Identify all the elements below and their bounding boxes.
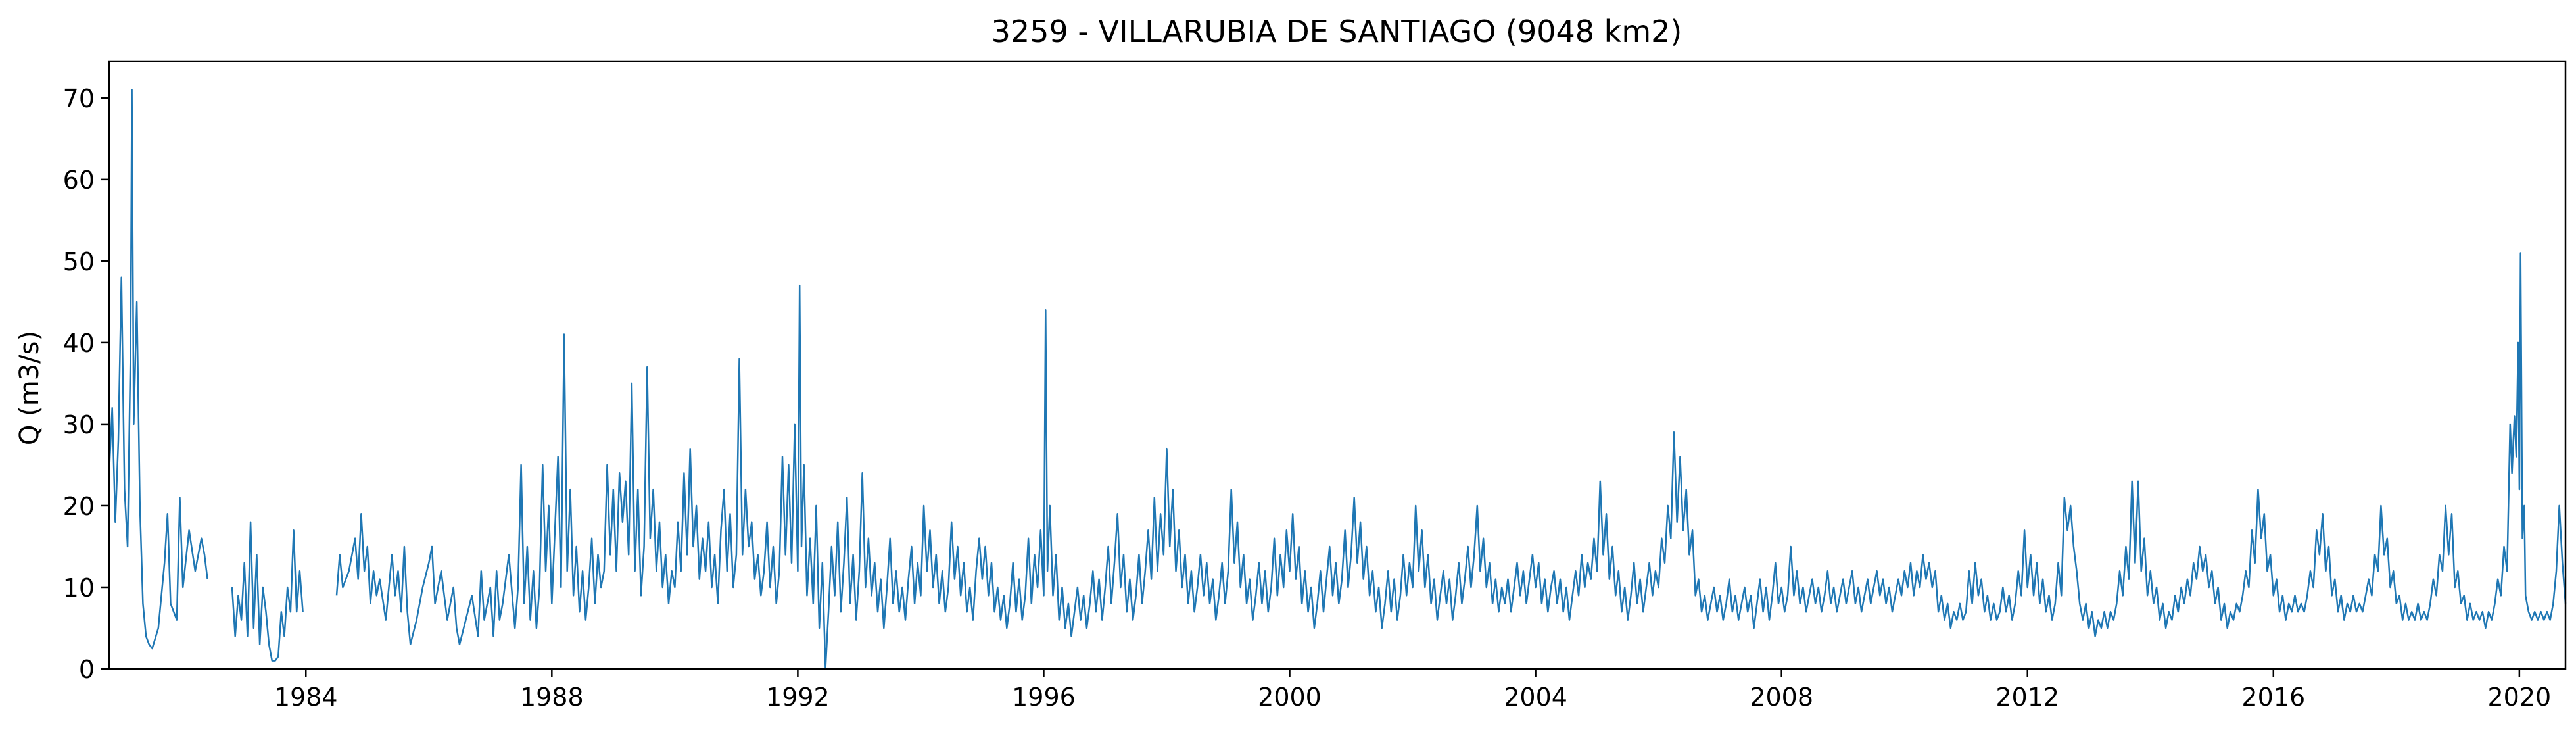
x-tick-label: 2004 [1504,683,1567,712]
y-tick-label: 0 [79,655,95,684]
x-tick-label: 2020 [2488,683,2552,712]
y-tick-label: 10 [63,574,95,602]
y-tick-label: 50 [63,247,95,276]
y-tick-label: 30 [63,410,95,439]
series-line-segment [335,284,1107,670]
chart-title: 3259 - VILLARUBIA DE SANTIAGO (9048 km2) [991,14,1682,49]
y-tick-label: 40 [63,329,95,358]
x-tick-label: 2016 [2241,683,2305,712]
x-tick-label: 1988 [520,683,584,712]
x-tick-label: 2012 [1995,683,2059,712]
x-tick-label: 2008 [1750,683,1813,712]
y-axis-label: Q (m3/s) [14,331,45,445]
x-tick-label: 1996 [1012,683,1076,712]
discharge-series [108,89,2567,670]
series-line-segment [108,89,208,650]
y-tick-label: 60 [63,166,95,195]
series-line-segment [231,521,304,662]
x-axis-ticks: 1984 1988 1992 1996 2000 2004 2008 2012 2016 2020 [274,669,2551,712]
y-tick-label: 70 [63,84,95,113]
y-axis-ticks: 0 10 20 30 40 50 60 70 [63,84,109,684]
x-tick-label: 1992 [766,683,830,712]
y-tick-label: 20 [63,492,95,521]
series-line-segment [1104,252,2567,637]
x-tick-label: 1984 [274,683,338,712]
x-tick-label: 2000 [1258,683,1322,712]
plot-frame [108,60,2567,670]
